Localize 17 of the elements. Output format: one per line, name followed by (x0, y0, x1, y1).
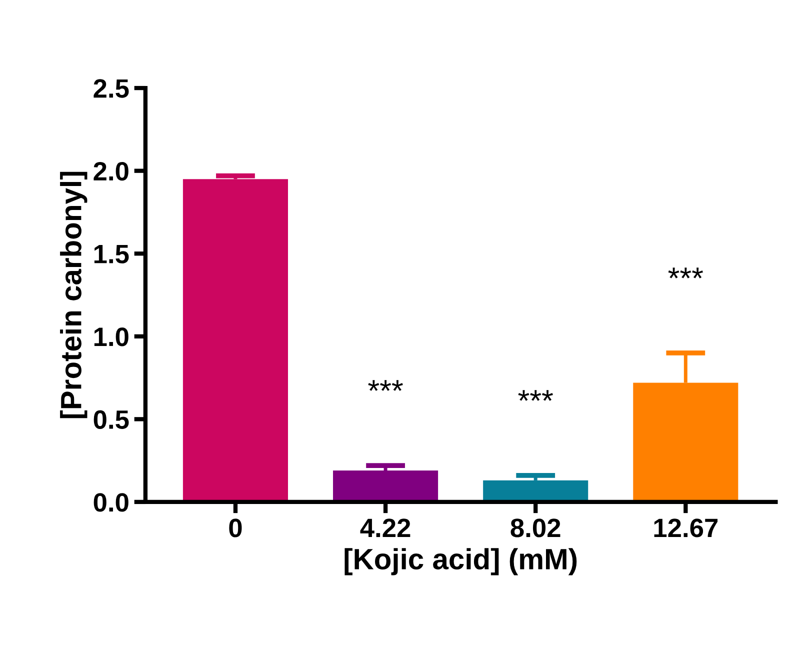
y-tick-label: 1.5 (94, 245, 129, 264)
x-axis-title: [Kojic acid] (mM) (344, 548, 577, 576)
annotation: *** (368, 380, 403, 391)
annotation: *** (668, 268, 704, 278)
y-tick-label: 2.0 (94, 162, 128, 181)
annotation: *** (518, 390, 553, 401)
y-tick-label: 2.5 (94, 79, 129, 98)
y-axis-title: [Protein carbonyl] (60, 172, 88, 418)
x-tick-label: 12.67 (654, 518, 718, 538)
x-tick-label: 4.22 (360, 518, 410, 538)
y-tick-label: 1.0 (94, 328, 128, 346)
bar (483, 480, 588, 502)
x-tick-label: 8.02 (510, 518, 560, 538)
y-tick-label: 0.5 (94, 410, 129, 429)
y-tick-label: 0.0 (94, 493, 128, 512)
x-tick-label: 0 (229, 518, 242, 538)
bar (333, 470, 438, 502)
